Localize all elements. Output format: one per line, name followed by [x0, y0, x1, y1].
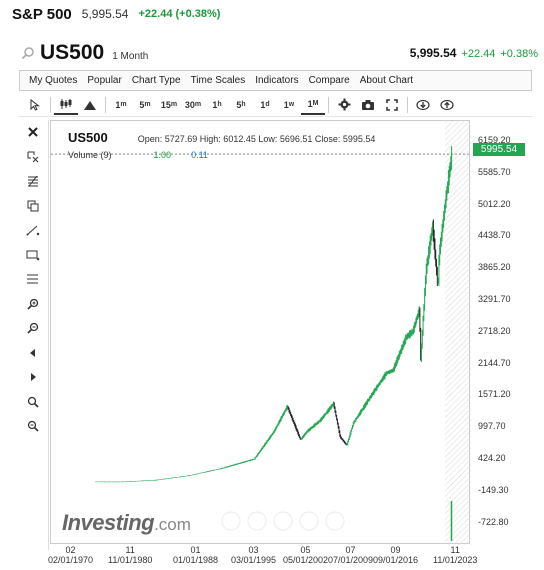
y-tick-label: -722.80: [478, 516, 509, 527]
interval-15m[interactable]: 15 m: [160, 99, 178, 110]
volume-label: Volume (9): [68, 150, 112, 160]
symbol-row: US500 1 Month 5,995.54 +22.44 +0.38%: [18, 40, 538, 66]
upload-icon[interactable]: [435, 95, 459, 115]
x-tick-label: 02 02/01/1970: [48, 545, 94, 565]
y-tick-label: -149.30: [478, 484, 509, 495]
x-tick-label: 09 09/01/2016: [373, 545, 419, 565]
header-change: +22.44 (+0.38%): [138, 8, 221, 20]
download-icon[interactable]: [411, 95, 435, 115]
camera-icon[interactable]: [356, 95, 380, 115]
zoom-reset-icon[interactable]: [19, 390, 47, 415]
last-price-tag: 5995.54: [473, 143, 525, 156]
zoom-out-icon[interactable]: [19, 316, 47, 341]
watermark-icon: [325, 511, 345, 531]
candlestick-icon[interactable]: [54, 95, 78, 115]
x-tick-label: 05 05/01/2002: [283, 545, 329, 565]
menu-chart-type[interactable]: Chart Type: [131, 75, 181, 86]
y-tick-label: 2718.20: [478, 325, 511, 336]
horizontal-lines-icon[interactable]: [19, 267, 47, 292]
menu-indicators[interactable]: Indicators: [255, 75, 299, 86]
rectangle-icon[interactable]: [19, 243, 47, 268]
fibonacci-icon[interactable]: [19, 169, 47, 194]
page-title: S&P 500: [12, 5, 72, 23]
magnet-icon[interactable]: [19, 414, 47, 439]
watermark-icon: [273, 511, 293, 531]
y-axis: 6159.20 5585.70 5012.20 4438.70 3865.20 3291.…: [470, 120, 544, 544]
y-tick-label: 424.20: [478, 453, 506, 463]
y-tick-label: 2144.70: [478, 357, 511, 368]
fullscreen-icon[interactable]: [380, 95, 404, 115]
watermark-icon: [221, 511, 241, 531]
legend-ohlc: Open: 5727.69 High: 6012.45 Low: 5696.51…: [137, 134, 376, 144]
x-axis: 02 02/01/1970 11 11/01/1980 01 01/01/1988 03 03…: [48, 544, 477, 570]
drawing-tools: [19, 120, 49, 550]
legend-symbol: US500: [68, 130, 108, 145]
cursor-icon[interactable]: [23, 95, 47, 115]
menu-popular[interactable]: Popular: [87, 75, 122, 86]
chart-menu: My Quotes Popular Chart Type Time Scales…: [19, 70, 532, 91]
x-tick-label: 01 01/01/1988: [173, 545, 219, 565]
watermark-icon: [247, 511, 267, 531]
copy-icon[interactable]: [19, 194, 47, 219]
volume-bar: [450, 501, 453, 541]
menu-compare[interactable]: Compare: [308, 75, 350, 86]
volume-value: 1.00: [153, 150, 172, 160]
crosshair-remove-icon[interactable]: [19, 145, 47, 170]
y-tick-label: 3865.20: [478, 262, 511, 273]
symbol-period: 1 Month: [112, 50, 149, 62]
menu-about-chart[interactable]: About Chart: [359, 75, 414, 86]
volume-ma-value: 0.11: [191, 150, 208, 160]
price-chart: [51, 121, 471, 545]
y-tick-label: 5012.20: [478, 198, 511, 209]
y-tick-label: 3291.70: [478, 294, 511, 304]
symbol-price: 5,995.54: [409, 46, 457, 60]
symbol-name[interactable]: US500: [40, 41, 105, 64]
settings-icon[interactable]: [332, 95, 356, 115]
zoom-in-icon[interactable]: [19, 292, 47, 317]
trendline-icon[interactable]: [19, 218, 47, 243]
x-tick-label: 03 03/01/1995: [231, 545, 277, 565]
menu-time-scales[interactable]: Time Scales: [190, 75, 246, 86]
menu-my-quotes[interactable]: My Quotes: [29, 75, 78, 86]
interval-30m[interactable]: 30 m: [184, 99, 202, 110]
page-header: S&P 500 5,995.54 +22.44 (+0.38%): [0, 0, 544, 28]
close-icon[interactable]: [19, 120, 47, 145]
investing-logo: Investing .com: [62, 510, 191, 535]
chart-plot-area[interactable]: [50, 120, 471, 545]
y-tick-label: 6159.20: [478, 135, 511, 145]
header-price: 5,995.54: [81, 7, 129, 21]
search-icon[interactable]: [18, 43, 38, 63]
volume-legend: Volume (9) 1.00 0.11: [68, 150, 208, 160]
chart-legend: US500 Open: 5727.69 High: 6012.45 Low: 5…: [68, 130, 375, 145]
symbol-change-pct: +0.38%: [500, 48, 538, 60]
scroll-right-icon[interactable]: [19, 365, 47, 390]
symbol-change: +22.44: [461, 48, 496, 60]
scroll-left-icon[interactable]: [19, 341, 47, 366]
area-chart-icon[interactable]: [78, 95, 102, 115]
future-area: [445, 121, 471, 545]
x-tick-label: 11 11/01/2023: [433, 545, 478, 565]
y-tick-label: 4438.70: [478, 230, 511, 241]
watermark-icon: [299, 511, 319, 531]
x-tick-label: 11 11/01/1980: [108, 545, 153, 565]
y-tick-label: 1571.20: [478, 389, 511, 400]
y-tick-label: 997.70: [478, 421, 506, 432]
x-tick-label: 07 07/01/2009: [328, 545, 374, 565]
y-tick-label: 5585.70: [478, 166, 511, 177]
